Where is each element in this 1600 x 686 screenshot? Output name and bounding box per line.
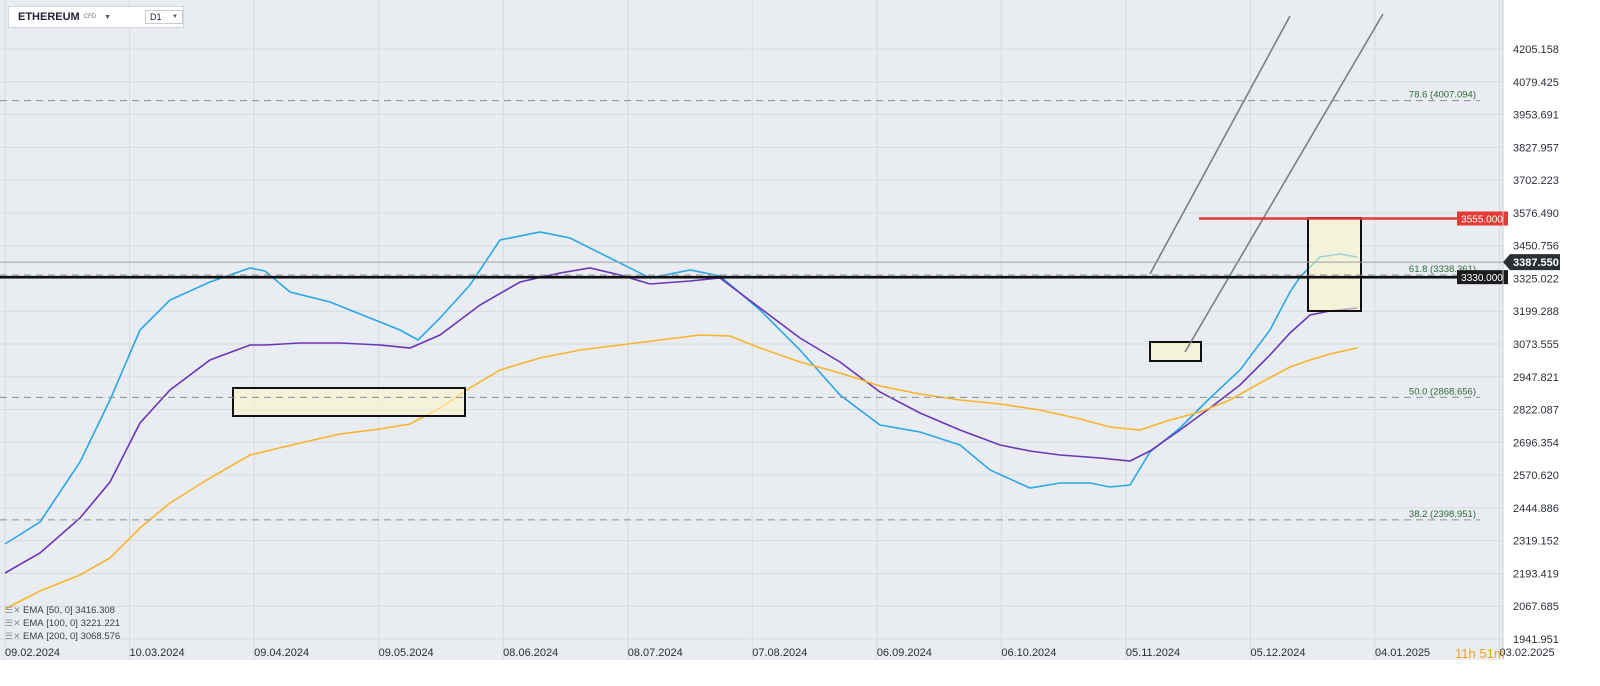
axes: 4205.158 4079.425 3953.691 3827.957 3702.223… [5, 44, 1560, 659]
indicator-params: [100, 0] [46, 618, 78, 629]
countdown-hours-unit: h [1468, 646, 1476, 661]
instrument-type: CFD [83, 14, 97, 20]
countdown-minutes-unit: m [1493, 646, 1505, 661]
indicator-row[interactable]: ☰✕ EMA [100, 0] 3221.221 [5, 617, 120, 630]
ema-200-line [4, 334, 1358, 610]
price-axis-tick-label: 2067.685 [1513, 601, 1559, 613]
timeframe-select[interactable]: D1 ▼ [145, 10, 183, 24]
resistance-price-tag [1457, 211, 1508, 226]
date-axis-tick-label: 07.08.2024 [752, 647, 807, 659]
date-axis-tick-label: 08.07.2024 [628, 647, 683, 659]
indicator-name: EMA [23, 631, 44, 642]
date-axis-tick-label: 09.04.2024 [254, 647, 309, 659]
price-axis-tick-label: 3702.223 [1513, 175, 1559, 187]
support-price-label: 3330.000 [1461, 273, 1503, 284]
price-axis-tick-label: 3073.555 [1513, 339, 1559, 351]
indicator-settings-icon[interactable]: ☰✕ [5, 631, 21, 641]
price-axis-tick-label: 3576.490 [1513, 208, 1559, 220]
indicator-row[interactable]: ☰✕ EMA [200, 0] 3068.576 [5, 630, 120, 643]
date-axis-tick-label: 05.12.2024 [1250, 647, 1305, 659]
fibonacci-level-label: 78.6 (4007.094) [1409, 90, 1476, 101]
countdown-minutes: 51 [1479, 646, 1494, 661]
support-zone-rectangle [232, 387, 466, 417]
support-price-tag [1457, 270, 1508, 285]
indicator-settings-icon[interactable]: ☰✕ [5, 605, 21, 615]
indicator-params: [50, 0] [46, 605, 73, 616]
price-axis-tick-label: 2570.620 [1513, 470, 1559, 482]
consolidation-rectangle [1149, 341, 1202, 362]
current-price-label: 3387.550 [1513, 257, 1559, 269]
price-levels: 78.6 (4007.094) 61.8 (3338.361) 50.0 (2868… [0, 90, 1508, 521]
price-axis-tick-label: 2444.886 [1513, 503, 1559, 515]
date-axis-tick-label: 05.11.2024 [1126, 647, 1180, 659]
price-axis-tick-label: 2947.821 [1513, 372, 1559, 384]
price-axis-tick-label: 3827.957 [1513, 142, 1559, 154]
date-axis-tick-label: 10.03.2024 [130, 647, 185, 659]
plot-background [0, 0, 1503, 660]
price-axis-tick-label: 3199.288 [1513, 306, 1559, 318]
symbol-dropdown-icon[interactable]: ▼ [104, 13, 112, 21]
fibonacci-level-label: 61.8 (3338.361) [1409, 264, 1476, 275]
indicator-settings-icon[interactable]: ☰✕ [5, 618, 21, 628]
resistance-price-label: 3555.000 [1461, 214, 1503, 225]
fibonacci-level-label: 38.2 (2398.951) [1409, 509, 1476, 520]
timeframe-dropdown-icon: ▼ [172, 14, 178, 20]
price-axis-tick-label: 2193.419 [1513, 568, 1559, 580]
indicator-legend: ☰✕ EMA [50, 0] 3416.308 ☰✕ EMA [100, 0] … [5, 604, 120, 643]
indicator-name: EMA [23, 605, 44, 616]
indicator-value: 3416.308 [75, 605, 115, 616]
price-axis-tick-label: 2696.354 [1513, 437, 1559, 449]
date-axis-tick-label: 09.05.2024 [379, 647, 434, 659]
date-axis-tick-label: 09.02.2024 [5, 647, 60, 659]
trend-channel-upper-line [1149, 15, 1291, 275]
indicator-value: 3221.221 [80, 618, 121, 629]
ema-100-line [4, 267, 1358, 574]
price-axis-tick-label: 2822.087 [1513, 405, 1559, 417]
current-price-marker [1503, 254, 1560, 271]
candle-countdown: 11h 51m [1455, 646, 1505, 661]
date-axis-tick-label: 04.01.2025 [1375, 647, 1430, 659]
date-axis-tick-label: 06.10.2024 [1001, 647, 1056, 659]
trend-channel-lower-line [1184, 13, 1384, 353]
price-axis-tick-label: 1941.951 [1513, 634, 1559, 646]
symbol-name[interactable]: ETHEREUM [18, 11, 80, 23]
price-axis-tick-label: 3325.022 [1513, 273, 1559, 285]
drawing-overlays [232, 13, 1384, 417]
fibonacci-level-label: 50.0 (2868.656) [1409, 386, 1476, 397]
consolidation-rectangle [1307, 217, 1362, 312]
indicator-row[interactable]: ☰✕ EMA [50, 0] 3416.308 [5, 604, 120, 617]
indicator-params: [200, 0] [46, 631, 78, 642]
date-axis-tick-label: 03.02.2025 [1500, 647, 1555, 659]
date-axis-tick-label: 06.09.2024 [877, 647, 932, 659]
symbol-toolbar: ETHEREUM CFD ▼ D1 ▼ [8, 6, 184, 28]
indicator-name: EMA [23, 618, 44, 629]
timeframe-value: D1 [150, 12, 162, 22]
price-axis-tick-label: 4079.425 [1513, 77, 1559, 89]
price-axis-tick-label: 3450.756 [1513, 241, 1559, 253]
date-axis-tick-label: 08.06.2024 [503, 647, 558, 659]
countdown-hours: 11 [1455, 646, 1469, 661]
price-axis-tick-label: 3953.691 [1513, 110, 1559, 122]
indicator-value: 3068.576 [80, 631, 121, 642]
price-axis-tick-label: 2319.152 [1513, 536, 1559, 548]
price-axis-tick-label: 4205.158 [1513, 44, 1559, 56]
